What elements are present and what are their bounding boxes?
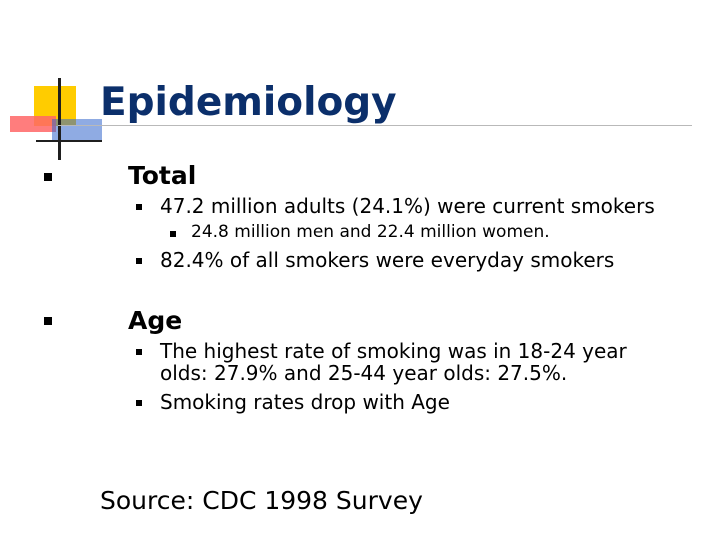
- bullet-icon: [44, 317, 52, 325]
- list-item: The highest rate of smoking was in 18-24…: [160, 339, 627, 385]
- list-item: 82.4% of all smokers were everyday smoke…: [160, 248, 615, 272]
- logo-horizontal-line: [36, 140, 102, 142]
- logo-vertical-line: [58, 78, 61, 160]
- bullet-icon: [136, 204, 142, 210]
- section-heading-age: Age: [128, 306, 183, 335]
- section-heading-total: Total: [128, 161, 197, 190]
- bullet-icon: [44, 173, 52, 181]
- source-citation: Source: CDC 1998 Survey: [100, 486, 423, 515]
- logo-blue-bar: [52, 119, 102, 141]
- bullet-icon: [136, 258, 142, 264]
- bullet-icon: [136, 400, 142, 406]
- title-underline-rule: [58, 125, 692, 126]
- logo-red-bar: [10, 116, 56, 132]
- bullet-icon: [136, 349, 142, 355]
- list-item: Smoking rates drop with Age: [160, 390, 450, 414]
- slide-title: Epidemiology: [100, 80, 397, 125]
- bullet-icon: [170, 231, 176, 237]
- list-item: 47.2 million adults (24.1%) were current…: [160, 194, 655, 218]
- list-subitem: 24.8 million men and 22.4 million women.: [191, 222, 550, 242]
